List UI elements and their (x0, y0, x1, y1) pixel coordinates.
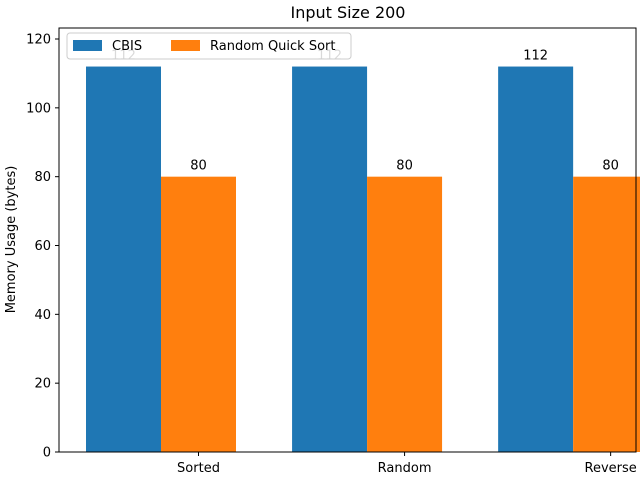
y-tick-label: 20 (34, 377, 51, 392)
y-tick-label: 80 (34, 170, 51, 185)
legend-label: Random Quick Sort (210, 39, 336, 54)
bar-value-label: 112 (523, 49, 548, 64)
legend-swatch (171, 40, 200, 51)
bar (498, 66, 574, 452)
bar-value-label: 80 (190, 159, 207, 174)
bar (292, 66, 368, 452)
y-tick-label: 0 (43, 446, 51, 461)
y-axis-label: Memory Usage (bytes) (4, 166, 19, 314)
legend-label: CBIS (112, 39, 142, 54)
bar (367, 176, 443, 452)
y-tick-label: 120 (26, 33, 51, 48)
x-tick-label: Sorted (177, 461, 220, 476)
bar (161, 176, 236, 452)
y-tick-label: 100 (26, 101, 51, 116)
bar-value-label: 80 (396, 159, 413, 174)
legend-swatch (73, 40, 102, 51)
legend: CBIS Random Quick Sort (66, 32, 352, 60)
x-tick-label: Random (378, 461, 432, 476)
bar (573, 176, 640, 452)
plot-frame (58, 27, 637, 453)
bar (86, 66, 161, 452)
chart-title: Input Size 200 (291, 3, 406, 22)
plot-area: 11280Sorted11280Random11280Reverse020406… (26, 27, 640, 476)
y-tick-label: 60 (34, 239, 51, 254)
x-tick-label: Reverse (585, 461, 637, 476)
bar-value-label: 80 (602, 159, 619, 174)
y-tick-label: 40 (34, 308, 51, 323)
legend-box (66, 32, 352, 60)
